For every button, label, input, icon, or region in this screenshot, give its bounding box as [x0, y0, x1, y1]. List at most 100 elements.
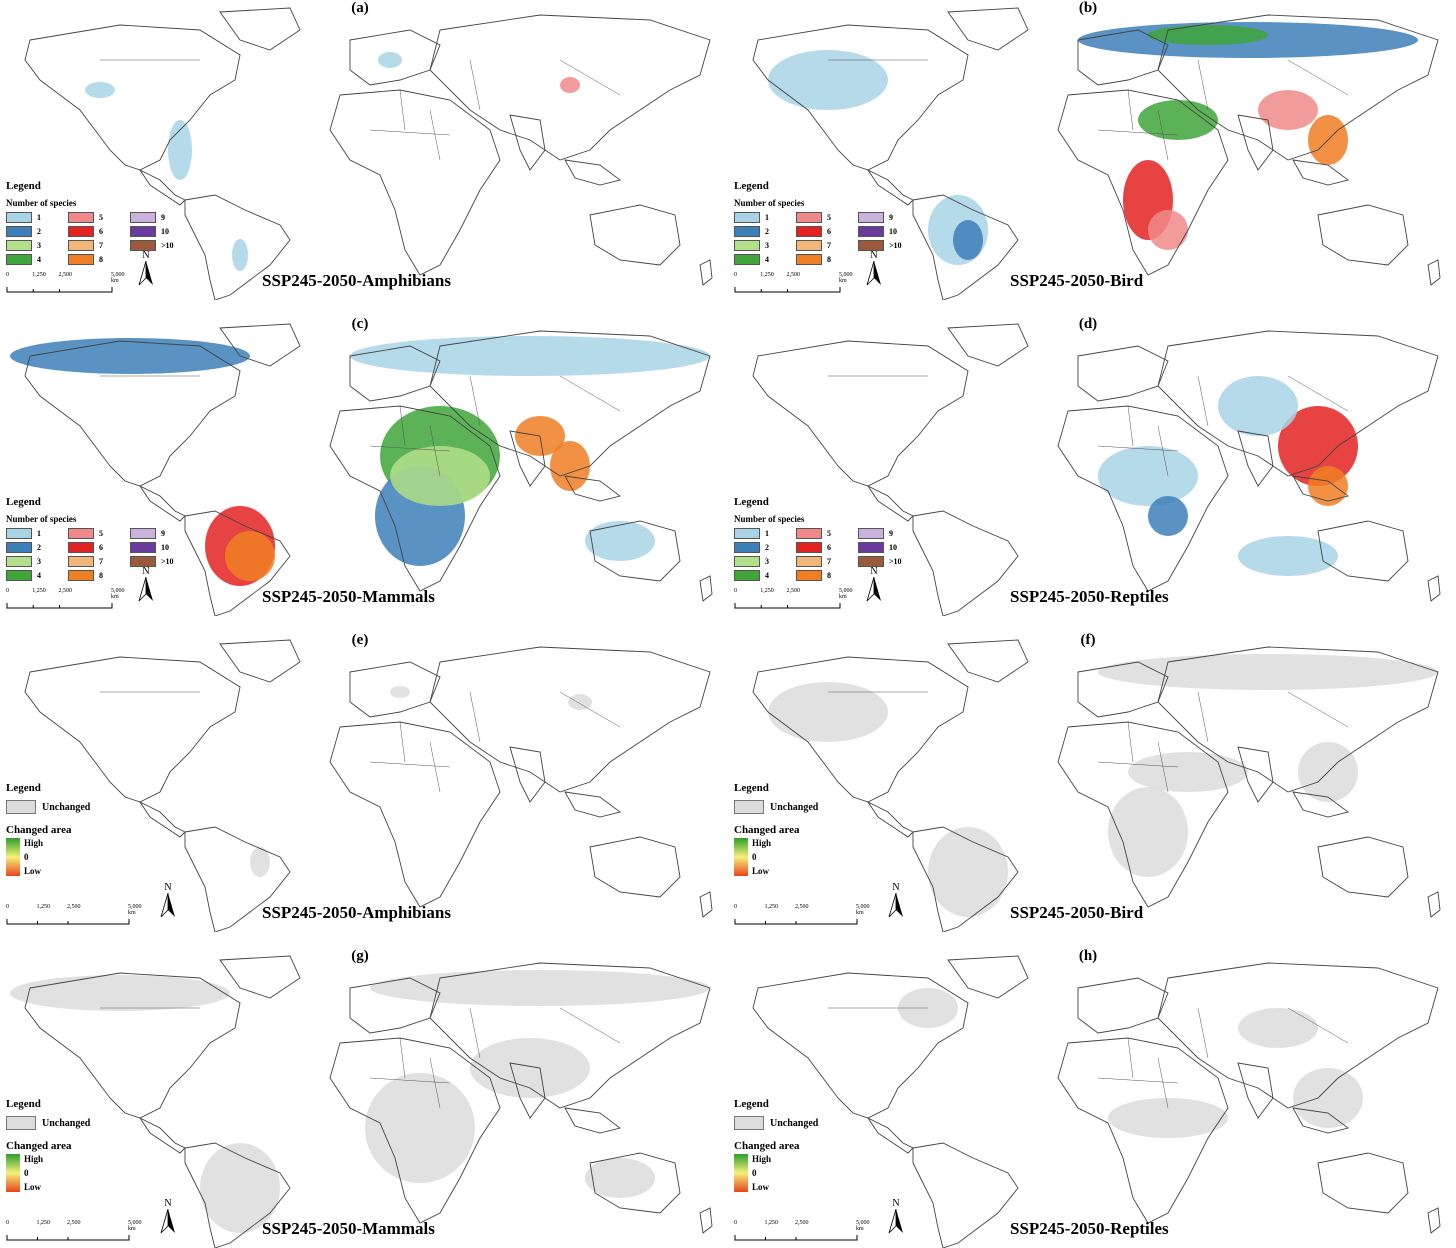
legend-class: 1: [734, 528, 796, 539]
legend-class: 4: [734, 254, 796, 265]
legend-swatch: [796, 226, 822, 237]
panel-label: (e): [351, 632, 369, 648]
legend-gradient: [734, 1154, 748, 1192]
scale-tick-label: 2,500: [786, 272, 801, 278]
legend-swatch: [796, 212, 822, 223]
species-area: [768, 682, 888, 742]
panel-title: SSP245-2050-Bird: [1010, 271, 1144, 290]
species-area: [390, 686, 410, 698]
species-area: [10, 975, 230, 1011]
legend-class-label: 3: [765, 241, 769, 250]
species-area: [560, 77, 580, 93]
map-legend: Legend Number of species 1 5 9 2 6 10 3 7 >10 4 8: [734, 496, 920, 581]
scale-bar: 0 1,250 2,500 5,000 km: [6, 1220, 148, 1247]
map-panel-e: (e) Legend Unchanged Changed area High 0 Low 0 1…: [0, 632, 720, 932]
legend-class: 8: [68, 254, 130, 265]
legend-swatch: [734, 570, 760, 581]
panel-label: (b): [1078, 0, 1098, 16]
legend-swatch: [6, 226, 32, 237]
legend-swatch: [6, 570, 32, 581]
legend-class-label: 10: [161, 227, 169, 236]
scale-bar: 0 1,250 2,500 5,000 km: [734, 904, 876, 931]
legend-swatch: [68, 528, 94, 539]
scale-bar: 0 1,250 2,500 5,000 km: [6, 272, 131, 299]
world-map: [24, 639, 713, 932]
legend-class: >10: [858, 556, 920, 567]
legend-class: 8: [68, 570, 130, 581]
legend-class: 10: [858, 542, 920, 553]
legend-class-label: 8: [99, 255, 103, 264]
scale-tick-label: 2,500: [67, 1220, 81, 1226]
legend-swatch: [734, 1116, 764, 1130]
legend-changed-title: Changed area: [734, 1140, 800, 1152]
legend-title: Legend: [734, 782, 769, 794]
legend-class-label: 5: [827, 529, 831, 538]
legend-gradient: [6, 1154, 20, 1192]
scale-tick-label: 0: [734, 1220, 737, 1226]
legend-high: High: [24, 1154, 44, 1164]
panel-title: SSP245-2050-Bird: [1010, 903, 1144, 922]
legend-class-label: 10: [889, 227, 897, 236]
scale-line: [734, 1235, 858, 1241]
legend-class: 7: [68, 556, 130, 567]
north-arrow-icon: N: [160, 1198, 176, 1240]
legend-class: 2: [734, 542, 796, 553]
scale-line: [6, 919, 130, 925]
legend-class: 7: [796, 556, 858, 567]
north-arrow-icon: N: [138, 250, 154, 292]
map-panel-c: (c) Legend Number of species 1 5 9 2 6 10 3 7 >10 4 8…: [0, 316, 720, 616]
legend-class-label: 3: [37, 241, 41, 250]
scale-tick-label: 2,500: [67, 904, 81, 910]
scale-tick-label: 1,250: [760, 588, 774, 594]
panel-label: (c): [351, 316, 369, 332]
legend-class-label: 6: [827, 543, 831, 552]
legend-class: 1: [734, 212, 796, 223]
legend-title: Legend: [6, 1098, 41, 1110]
scale-tick-label: 5,000 km: [839, 272, 853, 284]
legend-low: Low: [24, 866, 42, 876]
legend-class: 9: [858, 528, 920, 539]
scale-tick-label: 2,500: [58, 272, 73, 278]
legend-class-label: 8: [827, 571, 831, 580]
legend-swatch: [6, 542, 32, 553]
species-area: [1128, 752, 1248, 792]
legend-class: 9: [130, 212, 192, 223]
species-area: [585, 1158, 655, 1198]
legend-swatch: [68, 570, 94, 581]
panel-title: SSP245-2050-Reptiles: [1010, 587, 1169, 606]
legend-swatch: [858, 226, 884, 237]
legend-class-label: 4: [765, 255, 769, 264]
legend-class-label: 1: [37, 213, 41, 222]
legend-swatch: [68, 240, 94, 251]
legend-unchanged: Unchanged: [6, 800, 90, 814]
species-area: [1218, 376, 1298, 436]
map-legend: Legend Unchanged Changed area High 0 Low: [734, 782, 818, 876]
world-map: [752, 955, 1441, 1248]
legend-class: 4: [734, 570, 796, 581]
legend-class-label: 8: [99, 571, 103, 580]
legend-swatch: [796, 556, 822, 567]
species-area: [768, 50, 888, 110]
legend-unchanged-label: Unchanged: [770, 1117, 819, 1129]
legend-class: 6: [796, 226, 858, 237]
species-area: [1278, 406, 1358, 486]
species-area: [470, 1038, 590, 1098]
legend-class-label: 3: [37, 557, 41, 566]
legend-unchanged: Unchanged: [6, 1116, 90, 1130]
legend-swatch: [734, 556, 760, 567]
legend-class-label: 8: [827, 255, 831, 264]
species-area: [1148, 25, 1268, 45]
legend-class-label: 1: [37, 529, 41, 538]
legend-class: 10: [130, 542, 192, 553]
legend-class-label: 7: [827, 241, 831, 250]
legend-class-label: 2: [765, 543, 769, 552]
legend-low: Low: [24, 1182, 42, 1192]
legend-high: High: [24, 838, 44, 848]
scale-tick-label: 5,000 km: [839, 588, 853, 600]
north-arrow-icon: N: [888, 882, 904, 924]
legend-swatch: [6, 240, 32, 251]
species-area: [1108, 787, 1188, 877]
legend-swatch: [796, 570, 822, 581]
panel-title: SSP245-2050-Mammals: [262, 587, 435, 606]
legend-subtitle: Number of species: [734, 514, 805, 524]
